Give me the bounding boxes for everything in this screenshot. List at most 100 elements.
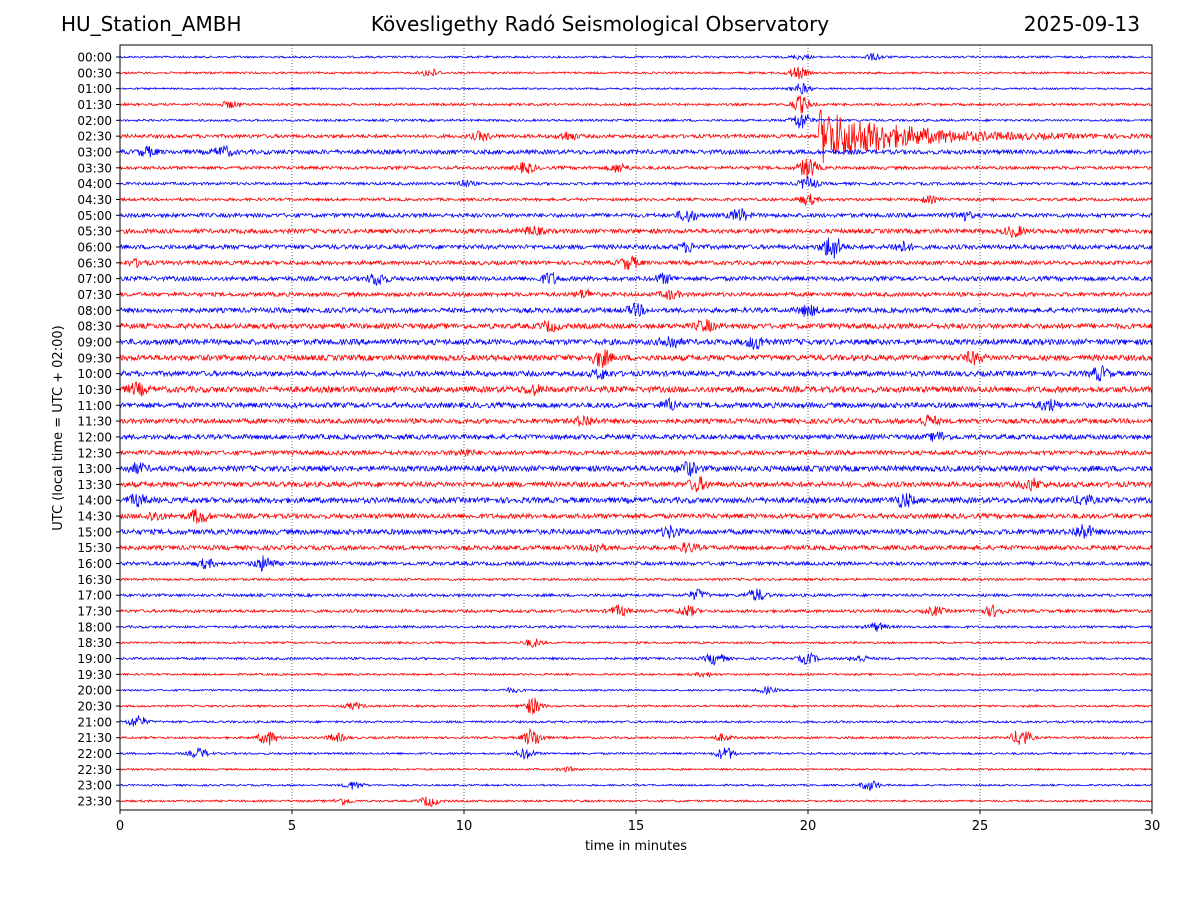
- trace-0400: [120, 176, 1152, 189]
- trace-0630: [120, 255, 1152, 270]
- trace-1400: [120, 493, 1152, 508]
- trace-0600: [120, 237, 1152, 259]
- y-tick-label: 13:30: [77, 478, 112, 492]
- y-tick-label: 20:30: [77, 700, 112, 714]
- trace-2200: [120, 747, 1152, 761]
- x-tick-label: 10: [456, 819, 473, 834]
- y-tick-label: 12:30: [77, 446, 112, 460]
- y-tick-label: 09:30: [77, 351, 112, 365]
- trace-0300: [120, 144, 1152, 158]
- trace-1900: [120, 651, 1152, 666]
- trace-1300: [120, 460, 1152, 477]
- trace-2130: [120, 728, 1152, 746]
- trace-2300: [120, 780, 1152, 791]
- y-tick-label: 17:00: [77, 589, 112, 603]
- trace-1800: [120, 622, 1152, 632]
- x-tick-label: 20: [800, 819, 817, 834]
- trace-1730: [120, 604, 1152, 618]
- trace-1130: [120, 414, 1152, 428]
- y-tick-label: 16:00: [77, 557, 112, 571]
- trace-2100: [120, 715, 1152, 727]
- x-tick-label: 15: [628, 819, 645, 834]
- trace-1500: [120, 523, 1152, 539]
- trace-0930: [120, 348, 1152, 369]
- y-tick-label: 00:30: [77, 66, 112, 80]
- y-tick-label: 17:30: [77, 605, 112, 619]
- trace-1830: [120, 637, 1152, 649]
- trace-0800: [120, 302, 1152, 318]
- trace-1230: [120, 448, 1152, 458]
- y-tick-label: 03:00: [77, 145, 112, 159]
- y-tick-label: 03:30: [77, 161, 112, 175]
- y-tick-label: 07:00: [77, 272, 112, 286]
- y-tick-label: 19:30: [77, 668, 112, 682]
- y-tick-label: 23:30: [77, 795, 112, 809]
- y-tick-label: 21:00: [77, 715, 112, 729]
- trace-0000: [120, 53, 1152, 61]
- trace-0830: [120, 319, 1152, 333]
- y-tick-label: 22:00: [77, 747, 112, 761]
- y-tick-label: 06:00: [77, 240, 112, 254]
- y-tick-label: 05:00: [77, 209, 112, 223]
- trace-0530: [120, 225, 1152, 239]
- trace-group: [120, 53, 1152, 808]
- trace-0200: [120, 114, 1152, 129]
- trace-2230: [120, 766, 1152, 773]
- y-tick-label: 22:30: [77, 763, 112, 777]
- trace-1630: [120, 577, 1152, 582]
- x-axis: 0 5 10 15 20 25 30: [116, 810, 1160, 834]
- y-tick-label: 19:00: [77, 652, 112, 666]
- y-tick-label: 13:00: [77, 462, 112, 476]
- trace-0700: [120, 271, 1152, 286]
- y-tick-label: 12:00: [77, 430, 112, 444]
- trace-1930: [120, 671, 1152, 679]
- y-tick-label: 14:00: [77, 494, 112, 508]
- station-name: HU_Station_AMBH: [61, 12, 242, 36]
- y-tick-label: 14:30: [77, 510, 112, 524]
- x-tick-label: 25: [972, 819, 989, 834]
- trace-0230: [120, 109, 1152, 164]
- y-tick-label: 15:00: [77, 525, 112, 539]
- x-tick-label: 30: [1144, 819, 1161, 834]
- trace-2000: [120, 685, 1152, 696]
- trace-1100: [120, 396, 1152, 412]
- y-tick-label: 01:00: [77, 82, 112, 96]
- y-tick-label: 06:30: [77, 256, 112, 270]
- trace-0900: [120, 336, 1152, 350]
- y-axis-label: UTC (local time = UTC + 02:00): [51, 325, 66, 530]
- y-tick-label: 10:30: [77, 383, 112, 397]
- y-tick-label: 05:30: [77, 225, 112, 239]
- trace-1430: [120, 508, 1152, 524]
- y-tick-label: 00:00: [77, 51, 112, 65]
- trace-0500: [120, 208, 1152, 223]
- trace-0130: [120, 94, 1152, 114]
- y-tick-label: 02:00: [77, 114, 112, 128]
- grid-lines: [291, 45, 981, 810]
- x-tick-label: 5: [288, 819, 296, 834]
- trace-0430: [120, 193, 1152, 207]
- y-tick-label: 09:00: [77, 335, 112, 349]
- y-tick-label: 21:30: [77, 731, 112, 745]
- y-tick-label: 18:00: [77, 620, 112, 634]
- trace-1030: [120, 381, 1152, 397]
- y-tick-label: 07:30: [77, 288, 112, 302]
- trace-0030: [120, 67, 1152, 80]
- date-label: 2025-09-13: [1023, 12, 1140, 36]
- y-tick-label: 23:00: [77, 779, 112, 793]
- y-tick-label: 15:30: [77, 541, 112, 555]
- y-tick-label: 16:30: [77, 573, 112, 587]
- trace-2330: [120, 796, 1152, 808]
- y-tick-label: 08:00: [77, 304, 112, 318]
- x-axis-label: time in minutes: [585, 839, 687, 854]
- y-tick-label: 11:00: [77, 399, 112, 413]
- y-tick-label: 10:00: [77, 367, 112, 381]
- trace-1000: [120, 364, 1152, 382]
- y-tick-label: 11:30: [77, 415, 112, 429]
- trace-0730: [120, 288, 1152, 301]
- y-tick-label: 01:30: [77, 98, 112, 112]
- trace-2030: [120, 697, 1152, 715]
- trace-1530: [120, 542, 1152, 554]
- y-tick-label: 20:00: [77, 684, 112, 698]
